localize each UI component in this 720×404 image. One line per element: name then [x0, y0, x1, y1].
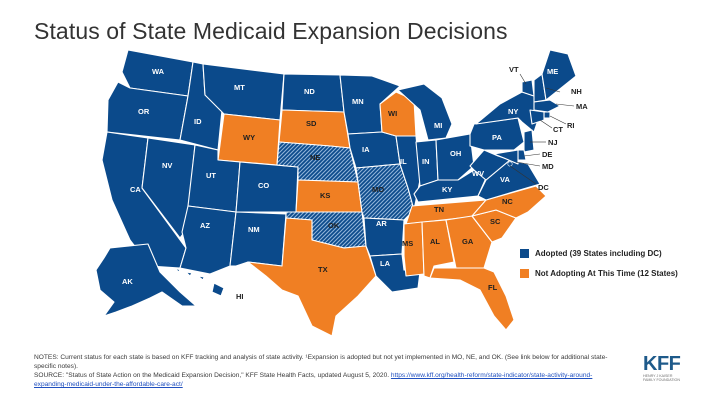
state-label-ND: ND	[304, 87, 315, 96]
state-label-MD: MD	[542, 162, 554, 171]
state-label-MN: MN	[352, 97, 364, 106]
state-MS	[403, 221, 425, 277]
leader-line-nh	[545, 87, 561, 93]
state-FL	[429, 267, 515, 331]
state-label-GA: GA	[462, 237, 474, 246]
state-label-MA: MA	[576, 102, 588, 111]
state-label-IA: IA	[362, 145, 370, 154]
kff-logo-mark: KFF	[643, 353, 681, 375]
leader-line-dc	[509, 165, 537, 185]
leader-line-vt	[519, 73, 527, 85]
state-label-FL: FL	[488, 283, 498, 292]
state-label-AK: AK	[122, 277, 133, 286]
state-label-WA: WA	[152, 67, 165, 76]
state-label-IL: IL	[400, 157, 407, 166]
state-GA	[445, 215, 493, 269]
state-label-NE: NE	[310, 153, 320, 162]
state-label-RI: RI	[567, 121, 575, 130]
state-IA	[347, 131, 401, 169]
state-label-NV: NV	[162, 161, 172, 170]
state-CT	[529, 109, 545, 125]
state-label-VA: VA	[500, 175, 510, 184]
source-link[interactable]: https://www.kff.org/health-reform/state-…	[34, 372, 593, 388]
map-legend: Adopted (39 States including DC) Not Ado…	[520, 246, 678, 286]
state-label-ID: ID	[194, 117, 202, 126]
state-label-MT: MT	[234, 83, 245, 92]
state-NM	[229, 211, 287, 267]
state-label-TX: TX	[318, 265, 328, 274]
state-label-CA: CA	[130, 185, 141, 194]
state-label-NC: NC	[502, 197, 513, 206]
state-HI	[175, 267, 225, 297]
leader-line-ri	[549, 115, 567, 125]
notes-text: NOTES: Current status for each state is …	[34, 354, 608, 370]
state-label-HI: HI	[236, 292, 244, 301]
state-RI	[543, 111, 551, 119]
state-label-AR: AR	[376, 219, 387, 228]
state-label-UT: UT	[206, 171, 216, 180]
state-label-NY: NY	[508, 107, 518, 116]
state-DE	[517, 149, 527, 161]
state-NC	[471, 185, 547, 219]
state-label-CT: CT	[553, 125, 563, 134]
state-label-OR: OR	[138, 107, 150, 116]
state-LA	[369, 253, 421, 293]
leader-line-de	[523, 153, 541, 157]
state-label-MS: MS	[402, 239, 413, 248]
state-MA	[533, 99, 561, 113]
state-label-LA: LA	[380, 259, 391, 268]
state-OH	[435, 133, 475, 181]
state-label-VT: VT	[509, 65, 519, 74]
state-label-CO: CO	[258, 181, 269, 190]
footnotes: NOTES: Current status for each state is …	[34, 353, 619, 389]
source-line: SOURCE: "Status of State Action on the M…	[34, 371, 619, 389]
state-label-IN: IN	[422, 157, 430, 166]
state-label-MI: MI	[434, 121, 442, 130]
state-label-KY: KY	[442, 185, 452, 194]
state-label-AL: AL	[430, 237, 440, 246]
leader-line-ct	[539, 119, 553, 129]
state-label-OH: OH	[450, 149, 461, 158]
state-label-AZ: AZ	[200, 221, 210, 230]
kff-logo-subtitle: HENRY J KAISER FAMILY FOUNDATION	[643, 374, 680, 382]
state-AK	[95, 243, 197, 317]
page-title: Status of State Medicaid Expansion Decis…	[34, 18, 508, 44]
state-AZ	[179, 205, 237, 275]
legend-item-not-adopting: Not Adopting At This Time (12 States)	[520, 266, 678, 280]
legend-label-adopted: Adopted (39 States including DC)	[535, 248, 662, 258]
leader-line-md	[515, 161, 541, 167]
leader-line-ma	[555, 103, 575, 107]
state-DC-marker	[507, 161, 513, 167]
state-label-DE: DE	[542, 150, 552, 159]
state-label-PA: PA	[492, 133, 502, 142]
state-label-DC: DC	[538, 183, 549, 192]
state-label-WI: WI	[388, 109, 397, 118]
state-label-KS: KS	[320, 191, 330, 200]
state-label-NH: NH	[571, 87, 582, 96]
state-label-NJ: NJ	[548, 138, 558, 147]
kff-logo: KFF HENRY J KAISER FAMILY FOUNDATION	[643, 354, 685, 382]
state-label-WV: WV	[472, 169, 484, 178]
state-NJ	[523, 129, 535, 153]
state-label-TN: TN	[434, 205, 444, 214]
legend-label-not-adopting: Not Adopting At This Time (12 States)	[535, 268, 678, 278]
state-label-SC: SC	[490, 217, 501, 226]
legend-item-adopted: Adopted (39 States including DC)	[520, 246, 678, 260]
state-label-NM: NM	[248, 225, 260, 234]
legend-swatch-adopted	[520, 248, 529, 258]
state-label-MO: MO	[372, 185, 384, 194]
state-label-ME: ME	[547, 67, 558, 76]
state-label-SD: SD	[306, 119, 317, 128]
source-text: SOURCE: "Status of State Action on the M…	[34, 372, 390, 379]
state-label-OK: OK	[328, 221, 340, 230]
state-MD	[493, 149, 519, 165]
state-MI	[397, 83, 453, 141]
state-TX	[247, 217, 377, 337]
state-label-WY: WY	[243, 133, 255, 142]
legend-swatch-not-adopting	[520, 268, 529, 278]
